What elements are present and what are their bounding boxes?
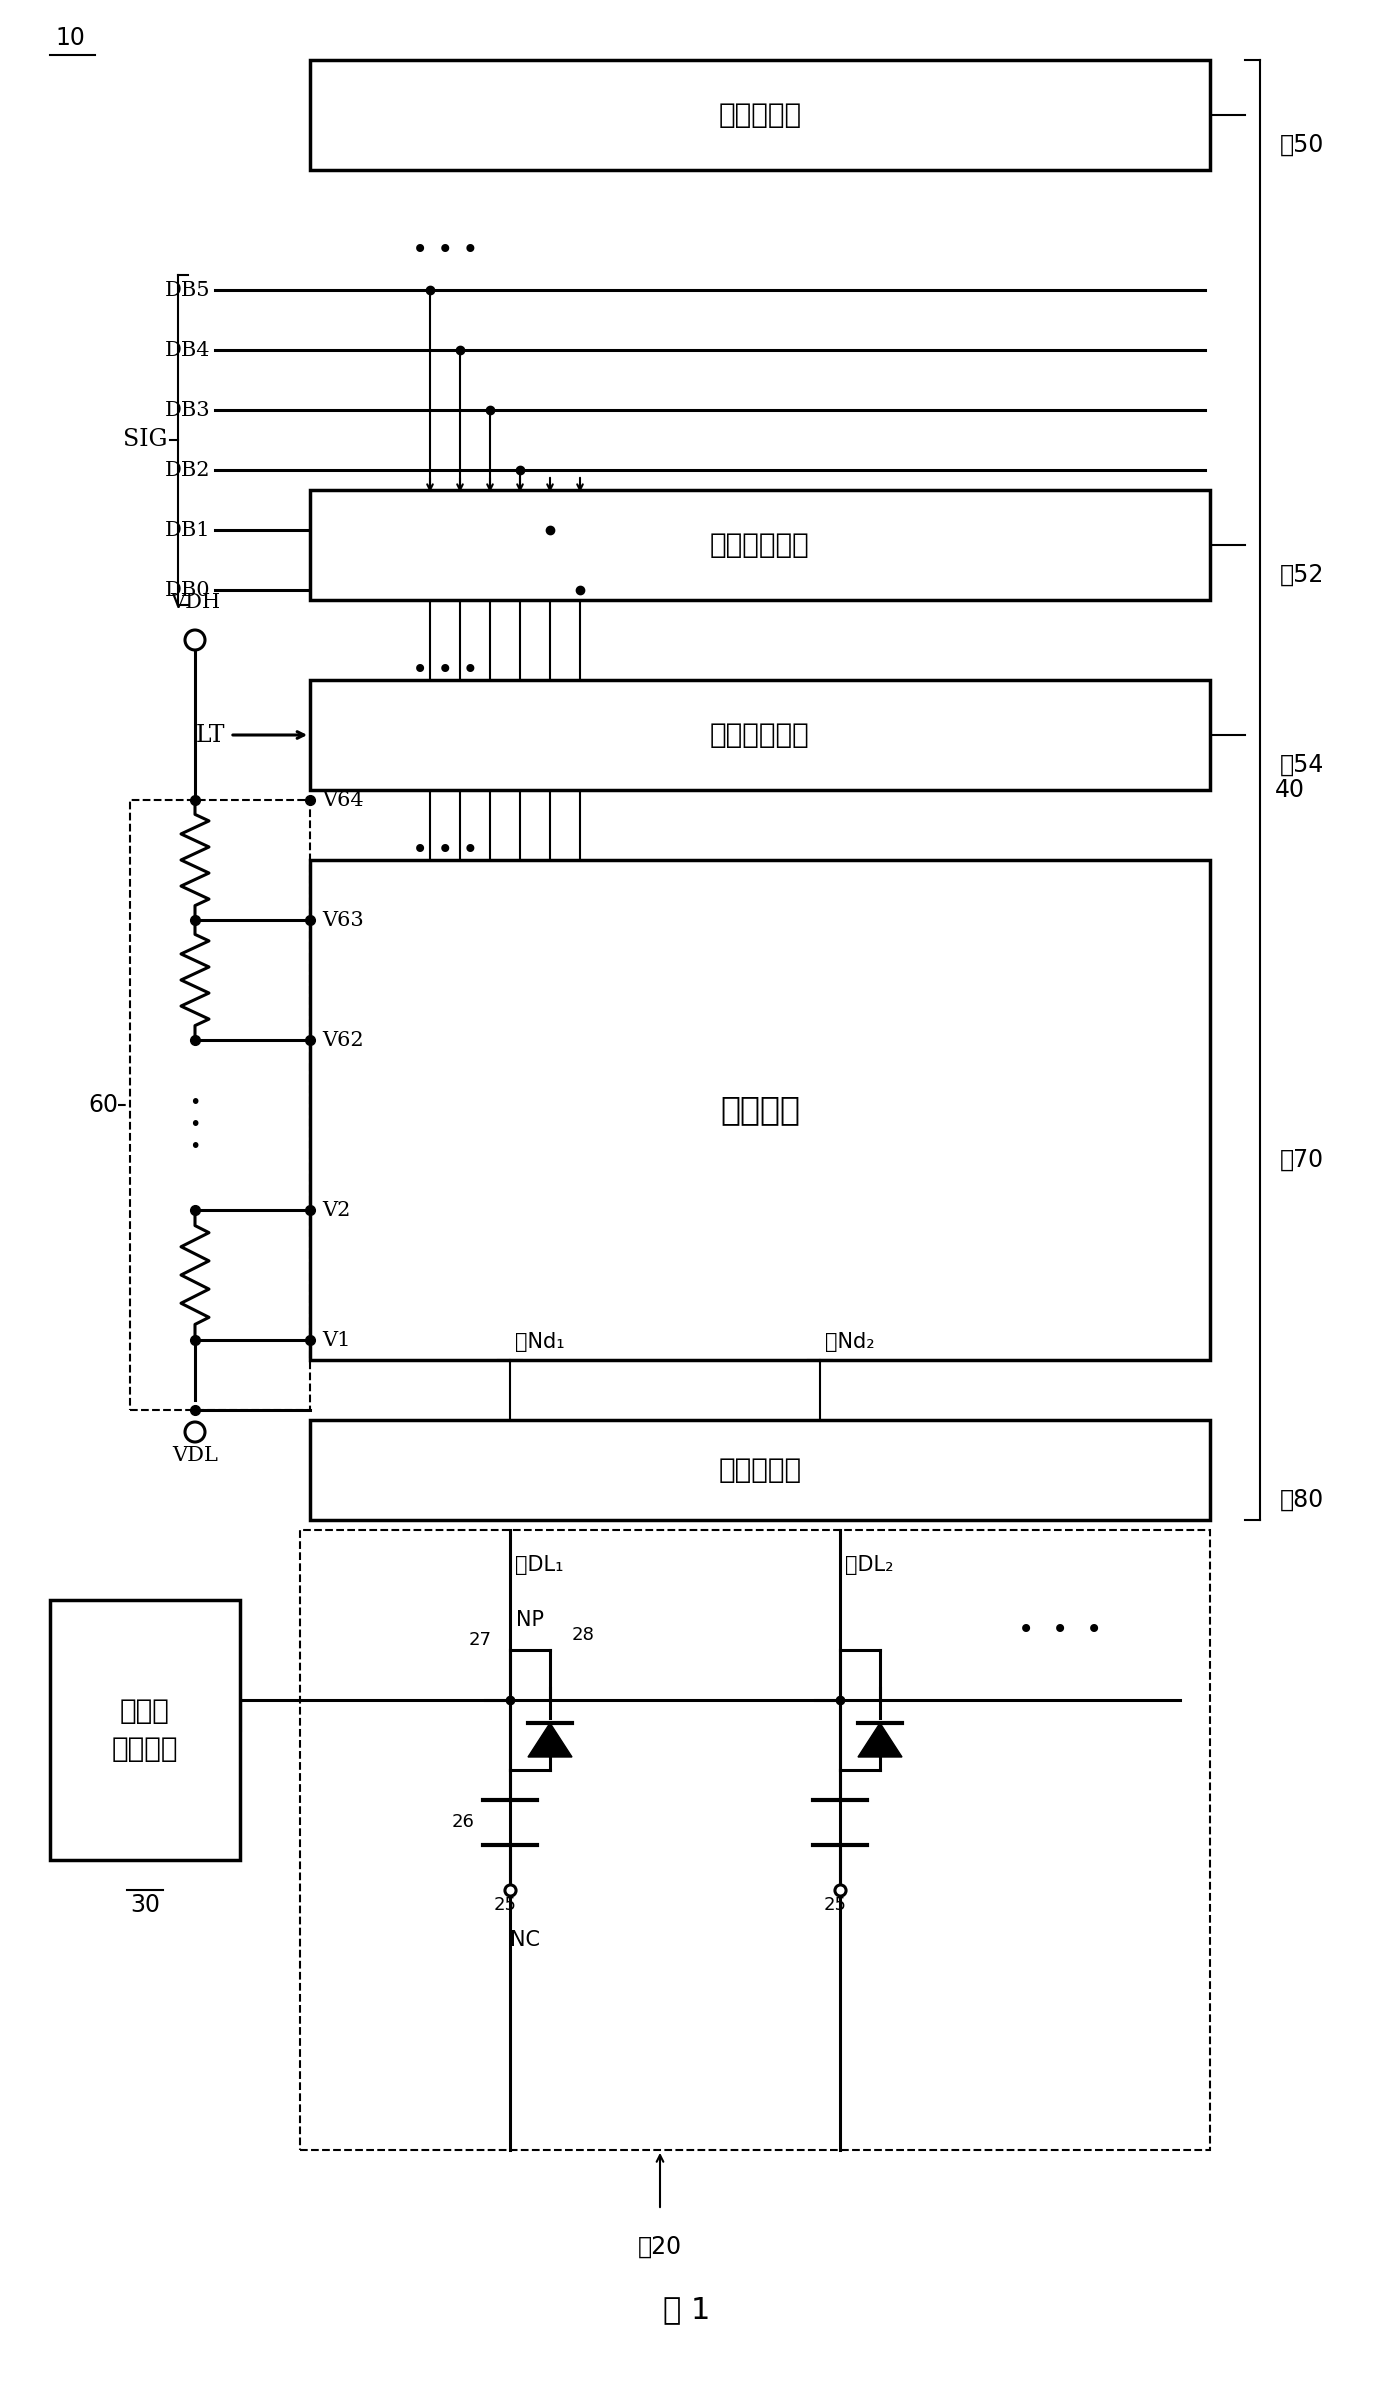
Text: 28: 28	[572, 1626, 595, 1645]
Text: • • •: • • •	[411, 236, 478, 265]
Text: 10: 10	[55, 26, 85, 50]
Text: 数据锁存电路: 数据锁存电路	[710, 720, 810, 749]
Text: ～Nd₁: ～Nd₁	[516, 1333, 565, 1352]
Text: VDH: VDH	[170, 594, 220, 613]
Text: • • •: • • •	[411, 837, 478, 863]
Text: 图 1: 图 1	[663, 2296, 711, 2324]
Text: NP: NP	[516, 1609, 544, 1631]
Text: • • •: • • •	[411, 656, 478, 684]
Text: V2: V2	[322, 1202, 351, 1221]
Text: DB1: DB1	[165, 520, 210, 539]
Text: 40: 40	[1275, 777, 1305, 801]
Text: 25: 25	[494, 1895, 517, 1914]
Polygon shape	[528, 1724, 572, 1757]
Bar	[309, 679, 1210, 789]
Bar	[309, 60, 1210, 169]
Text: SIG: SIG	[124, 429, 168, 451]
Bar	[309, 1421, 1210, 1521]
Text: ～50: ～50	[1280, 134, 1324, 157]
Text: VDL: VDL	[172, 1447, 217, 1466]
Text: DB5: DB5	[165, 281, 210, 300]
Text: DB4: DB4	[165, 341, 210, 360]
Text: 解码电路: 解码电路	[720, 1094, 800, 1128]
Text: 25: 25	[824, 1895, 847, 1914]
Text: ～Nd₂: ～Nd₂	[825, 1333, 874, 1352]
Bar	[309, 491, 1210, 601]
Text: 30: 30	[131, 1893, 160, 1917]
Text: NC: NC	[510, 1931, 540, 1950]
Text: DB3: DB3	[165, 401, 210, 420]
Text: ～DL₁: ～DL₁	[516, 1554, 564, 1576]
Bar	[49, 1600, 241, 1860]
Text: 60: 60	[88, 1092, 118, 1118]
Text: 模拟放大器: 模拟放大器	[718, 1457, 802, 1483]
Text: ～54: ～54	[1280, 753, 1324, 777]
Text: ～20: ～20	[638, 2236, 682, 2260]
Text: 数据锁存电路: 数据锁存电路	[710, 532, 810, 558]
Bar	[131, 801, 309, 1409]
Text: ～80: ～80	[1280, 1488, 1324, 1511]
Text: LT: LT	[195, 722, 226, 746]
Text: 移位寄存器: 移位寄存器	[718, 100, 802, 129]
Text: V62: V62	[322, 1030, 363, 1049]
Polygon shape	[858, 1724, 902, 1757]
Text: GL₁: GL₁	[197, 1690, 235, 1709]
Text: DB2: DB2	[165, 460, 210, 479]
Text: V63: V63	[322, 911, 364, 930]
Bar	[309, 861, 1210, 1359]
Text: ～52: ～52	[1280, 563, 1324, 586]
Text: ～DL₂: ～DL₂	[846, 1554, 894, 1576]
Text: V1: V1	[322, 1330, 351, 1349]
Text: 27: 27	[469, 1631, 491, 1650]
Text: 26: 26	[452, 1812, 474, 1831]
Text: V64: V64	[322, 791, 363, 811]
Text: 栅极线
驱动电路: 栅极线 驱动电路	[111, 1697, 179, 1764]
Bar	[300, 1531, 1210, 2150]
Text: •  •  •: • • •	[1018, 1616, 1103, 1645]
Text: DB0: DB0	[165, 579, 210, 598]
Text: •
•
•: • • •	[190, 1094, 201, 1156]
Text: ～70: ～70	[1280, 1149, 1324, 1173]
